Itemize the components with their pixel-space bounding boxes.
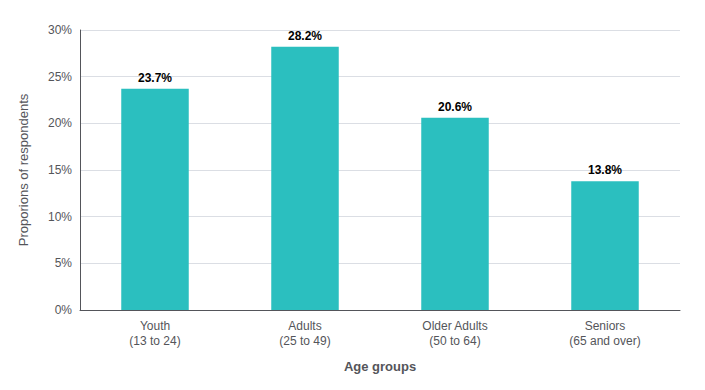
svg-text:(13 to 24): (13 to 24) bbox=[129, 334, 180, 348]
svg-text:25%: 25% bbox=[48, 70, 72, 84]
svg-text:(65 and over): (65 and over) bbox=[569, 334, 640, 348]
svg-text:Proporions of respondents: Proporions of respondents bbox=[16, 93, 31, 246]
svg-text:20.6%: 20.6% bbox=[438, 100, 472, 114]
svg-text:10%: 10% bbox=[48, 210, 72, 224]
svg-text:(25 to 49): (25 to 49) bbox=[279, 334, 330, 348]
svg-text:Seniors: Seniors bbox=[585, 319, 626, 333]
svg-text:28.2%: 28.2% bbox=[288, 29, 322, 43]
svg-text:Youth: Youth bbox=[140, 319, 170, 333]
svg-text:30%: 30% bbox=[48, 23, 72, 37]
svg-text:15%: 15% bbox=[48, 163, 72, 177]
svg-text:Adults: Adults bbox=[288, 319, 321, 333]
svg-text:5%: 5% bbox=[55, 256, 73, 270]
svg-text:13.8%: 13.8% bbox=[588, 163, 622, 177]
svg-text:20%: 20% bbox=[48, 116, 72, 130]
svg-text:23.7%: 23.7% bbox=[138, 71, 172, 85]
svg-text:Age groups: Age groups bbox=[344, 359, 416, 374]
svg-text:(50 to 64): (50 to 64) bbox=[429, 334, 480, 348]
svg-text:Older Adults: Older Adults bbox=[422, 319, 487, 333]
svg-text:0%: 0% bbox=[55, 303, 73, 317]
